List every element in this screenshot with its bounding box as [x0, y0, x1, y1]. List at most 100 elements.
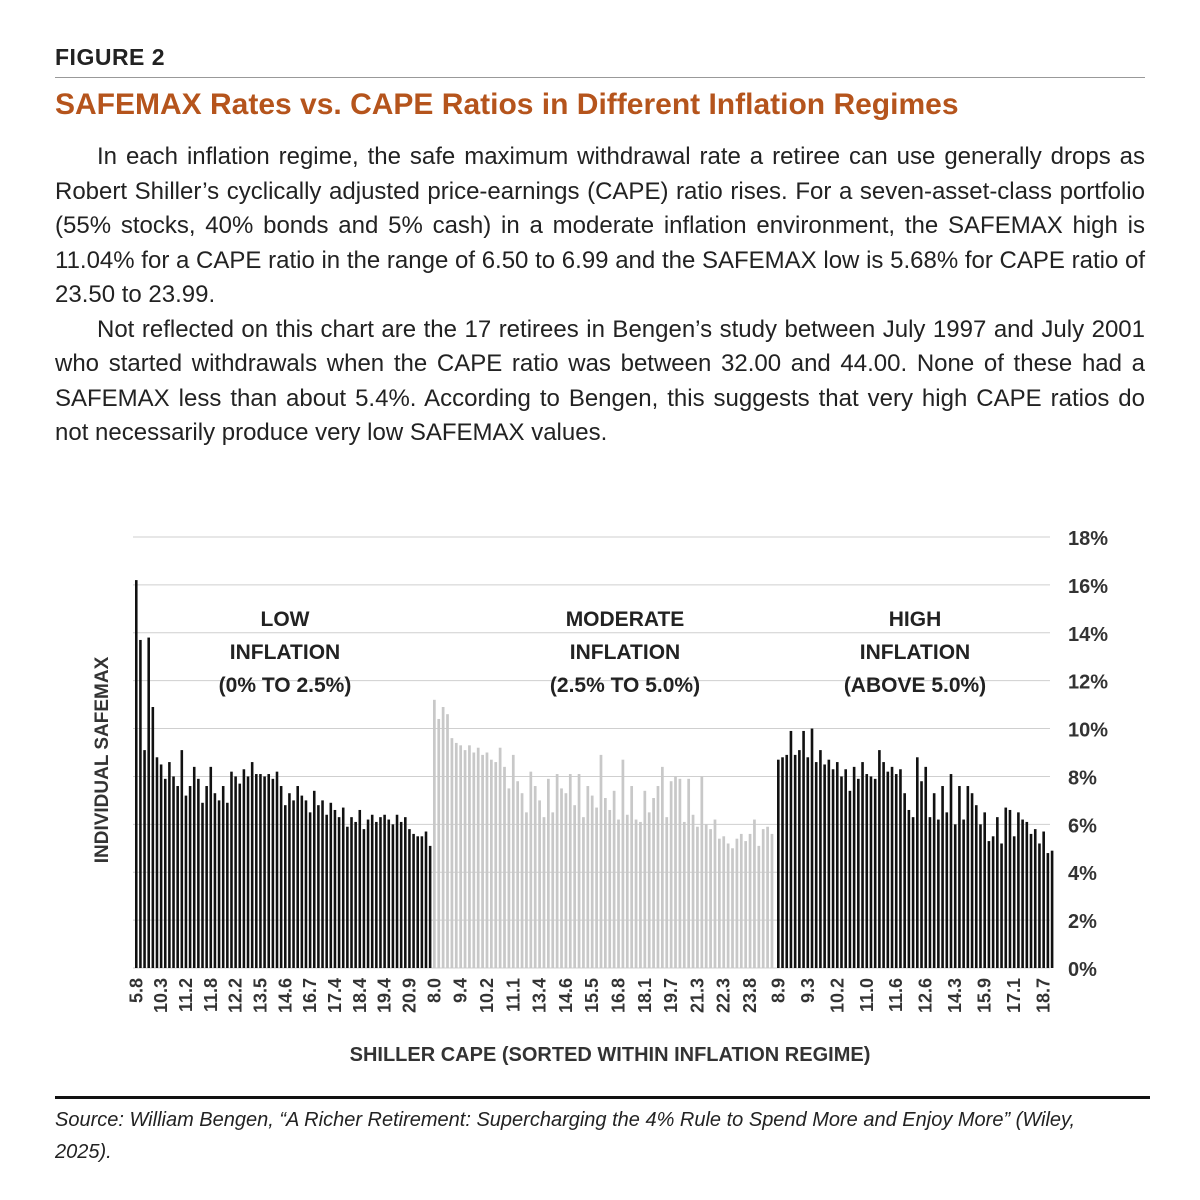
x-tick-label: 9.4 [451, 978, 471, 1003]
bar [932, 793, 936, 968]
bar [669, 781, 673, 968]
x-axis-label: SHILLER CAPE (SORTED WITHIN INFLATION RE… [350, 1044, 871, 1066]
bar [259, 774, 262, 968]
bar [555, 774, 559, 968]
bar [507, 788, 511, 968]
bar [634, 819, 638, 968]
bar [155, 757, 159, 968]
bar [647, 812, 651, 968]
x-tick-label: 14.6 [556, 978, 576, 1013]
bar [168, 762, 171, 968]
bar [718, 838, 721, 968]
bar [476, 747, 480, 968]
regime-label: LOW [261, 608, 310, 631]
bar [789, 730, 793, 968]
bar [991, 836, 995, 968]
bar [873, 778, 877, 968]
bar [857, 778, 860, 968]
bar [498, 747, 502, 968]
bar [983, 812, 987, 968]
y-tick-label: 14% [1068, 624, 1108, 646]
x-tick-label: 12.2 [226, 978, 246, 1013]
bar [577, 774, 581, 968]
bar [861, 762, 864, 968]
bar [424, 831, 428, 968]
bar [379, 817, 382, 968]
bar [490, 759, 493, 968]
bar [781, 757, 784, 968]
y-tick-label: 10% [1068, 720, 1108, 742]
bar [1000, 843, 1003, 968]
bar [494, 762, 498, 968]
bar [827, 759, 831, 968]
bar [395, 814, 399, 968]
bar [564, 793, 568, 968]
bar [454, 742, 458, 968]
bar [366, 819, 370, 968]
bar [520, 793, 524, 968]
bar [147, 637, 150, 968]
bar [573, 805, 577, 968]
bar [275, 771, 279, 968]
bar [246, 776, 250, 968]
bar [630, 786, 634, 968]
bar [1046, 853, 1050, 968]
y-tick-label: 18% [1068, 528, 1108, 550]
bar [135, 580, 138, 968]
x-tick-label: 8.9 [768, 978, 788, 1003]
bar [139, 639, 142, 968]
x-tick-label: 22.3 [714, 978, 734, 1013]
bar [996, 817, 999, 968]
x-tick-label: 19.4 [375, 978, 395, 1013]
bar [713, 819, 717, 968]
bar [529, 771, 533, 968]
x-tick-label: 17.4 [325, 978, 345, 1013]
bar [420, 836, 424, 968]
bar [242, 769, 246, 968]
bar [744, 841, 748, 968]
x-tick-label: 18.7 [1034, 978, 1054, 1013]
regime-label: MODERATE [566, 608, 685, 631]
x-tick-label: 8.0 [424, 978, 444, 1003]
bar [674, 776, 677, 968]
bar [878, 750, 881, 968]
bar [617, 819, 620, 968]
bar [949, 774, 953, 968]
bar [582, 817, 585, 968]
bar [1025, 821, 1029, 968]
bar [835, 762, 839, 968]
regime-label: (2.5% TO 5.0%) [550, 674, 700, 697]
bar [525, 812, 528, 968]
bar [472, 752, 476, 968]
bar [604, 797, 607, 968]
bar [538, 800, 541, 968]
bar [416, 836, 420, 968]
y-tick-label: 8% [1068, 767, 1097, 789]
bar [308, 812, 312, 968]
x-tick-label: 11.1 [503, 978, 523, 1012]
bar [819, 750, 822, 968]
bar [886, 771, 890, 968]
bar [979, 824, 982, 968]
bar [639, 821, 642, 968]
bar [341, 807, 345, 968]
bar [823, 764, 826, 968]
bar [840, 776, 843, 968]
bar [748, 833, 752, 968]
bar [757, 845, 761, 968]
x-tick-label: 21.3 [687, 978, 707, 1013]
bar [1050, 850, 1054, 968]
bar [463, 750, 467, 968]
bar [844, 769, 848, 968]
bar [753, 819, 756, 968]
bar [516, 781, 520, 968]
bar [209, 766, 213, 968]
regime-label: INFLATION [860, 641, 970, 664]
x-tick-label: 10.2 [477, 978, 497, 1013]
bar [230, 771, 233, 968]
regime-label: INFLATION [230, 641, 340, 664]
bar [777, 759, 780, 968]
bar [696, 826, 699, 968]
bar [304, 800, 308, 968]
regime-label: HIGH [889, 608, 942, 631]
